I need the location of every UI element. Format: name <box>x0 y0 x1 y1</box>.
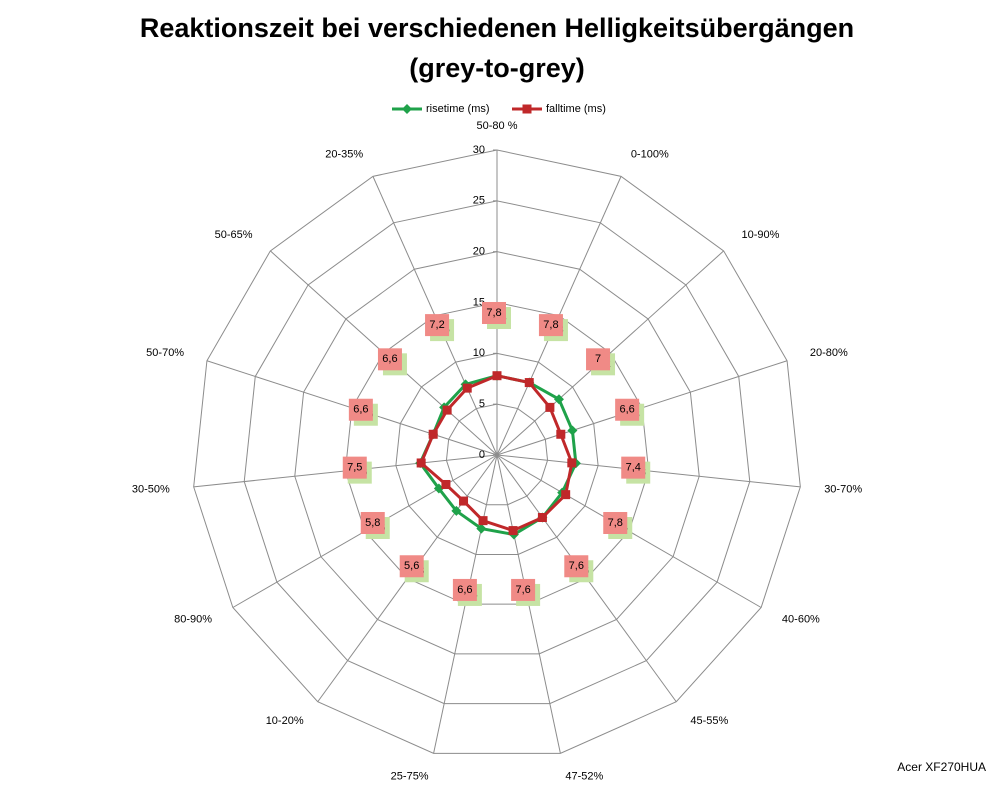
data-label: 7 <box>595 353 601 365</box>
label-bg <box>425 314 450 337</box>
marker <box>442 405 452 415</box>
r-tick-label: 25 <box>473 195 485 207</box>
category-label: 40-60% <box>782 613 820 625</box>
data-label: 6,6 <box>353 404 368 416</box>
grid-line <box>344 301 650 605</box>
marker <box>537 513 547 523</box>
label-bg <box>342 456 367 479</box>
category-label: 30-50% <box>132 483 170 495</box>
axis-spoke <box>496 250 724 456</box>
label-bg <box>621 456 646 479</box>
data-label: 7,8 <box>486 307 501 319</box>
marker <box>476 523 487 534</box>
category-label: 50-65% <box>215 229 253 241</box>
annotation: Acer XF270HUA <box>897 760 986 774</box>
data-label: 5,6 <box>404 560 419 572</box>
marker <box>545 402 555 412</box>
marker <box>459 496 469 506</box>
r-tick-label: 15 <box>473 296 485 308</box>
label-bg <box>482 302 506 324</box>
category-label: 80-90% <box>174 613 212 625</box>
series-line <box>419 374 574 533</box>
legend-marker <box>402 104 412 114</box>
data-label: 7,5 <box>347 462 362 474</box>
label-bg <box>452 578 477 601</box>
data-label: 7,8 <box>543 319 558 331</box>
category-label: 25-75% <box>391 771 429 783</box>
category-label: 30-70% <box>824 483 862 495</box>
label-bg <box>360 512 385 534</box>
data-label: 7,2 <box>429 319 444 331</box>
category-label: 20-35% <box>325 148 363 160</box>
grid-line <box>445 403 549 506</box>
r-tick-label: 5 <box>479 398 485 410</box>
label-bg <box>377 348 402 371</box>
category-label: 50-80 % <box>477 120 518 132</box>
marker <box>433 483 444 494</box>
label-bg <box>603 512 628 534</box>
label-bg <box>511 578 536 601</box>
marker <box>553 394 564 405</box>
data-label: 6,6 <box>457 584 472 596</box>
chart-title: Reaktionszeit bei verschiedenen Helligke… <box>140 13 854 43</box>
category-label: 10-90% <box>741 229 779 241</box>
category-label: 0-100% <box>631 148 669 160</box>
label-bg <box>538 314 563 337</box>
data-label: 5,8 <box>365 517 380 529</box>
category-label: 20-80% <box>810 347 848 359</box>
data-label: 7,6 <box>569 560 584 572</box>
marker <box>416 458 426 468</box>
label-bg <box>399 555 424 578</box>
data-label: 6,6 <box>619 404 634 416</box>
marker <box>508 526 518 536</box>
r-tick-label: 0 <box>479 449 485 461</box>
chart-title: (grey-to-grey) <box>409 53 585 83</box>
data-label: 6,6 <box>382 353 397 365</box>
data-label: 7,4 <box>626 462 641 474</box>
legend-label: falltime (ms) <box>546 103 606 115</box>
label-bg <box>615 398 640 421</box>
category-label: 47-52% <box>565 771 603 783</box>
grid-line <box>395 352 599 555</box>
marker <box>451 505 462 516</box>
marker <box>524 378 534 388</box>
category-label: 50-70% <box>146 347 184 359</box>
label-bg <box>586 348 611 371</box>
grid-line <box>243 200 751 705</box>
marker <box>441 479 451 489</box>
marker <box>492 371 502 381</box>
series-line <box>418 374 578 537</box>
marker <box>428 429 438 439</box>
data-label: 7,6 <box>515 584 530 596</box>
r-tick-label: 20 <box>473 246 485 258</box>
marker <box>478 516 488 526</box>
grid-line <box>193 149 801 754</box>
marker <box>567 458 577 468</box>
r-tick-label: 30 <box>473 144 485 156</box>
r-tick-label: 10 <box>473 347 485 359</box>
data-label: 7,8 <box>608 517 623 529</box>
category-label: 45-55% <box>690 715 728 727</box>
legend-label: risetime (ms) <box>426 103 490 115</box>
category-label: 10-20% <box>266 715 304 727</box>
legend-marker <box>522 104 532 114</box>
grid-line <box>294 251 700 655</box>
marker <box>567 425 578 436</box>
marker <box>556 429 566 439</box>
label-bg <box>564 555 589 578</box>
label-bg <box>348 398 373 421</box>
marker <box>462 383 472 393</box>
marker <box>561 490 571 500</box>
